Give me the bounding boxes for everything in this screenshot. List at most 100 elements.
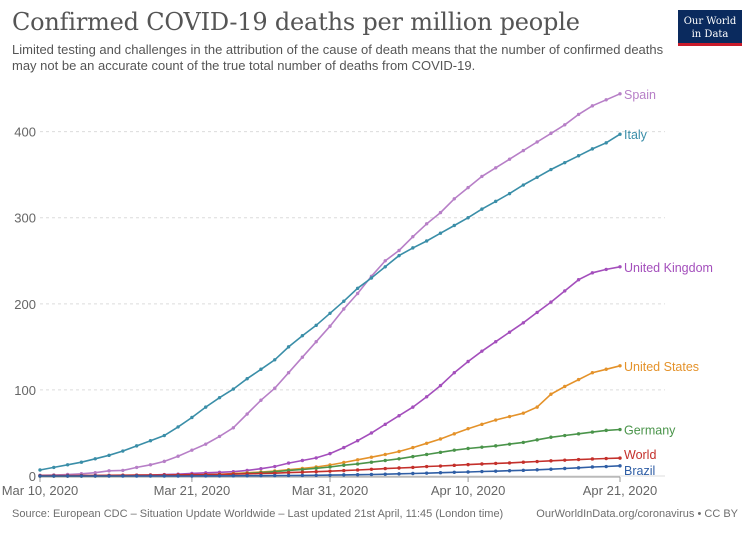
data-point	[618, 464, 622, 468]
data-point	[604, 98, 608, 102]
data-point	[438, 437, 443, 441]
data-point	[107, 474, 111, 478]
data-point	[424, 239, 429, 243]
data-point	[300, 458, 305, 463]
data-point	[369, 455, 374, 459]
data-point	[231, 387, 236, 391]
source-note: Source: European CDC – Situation Update …	[12, 508, 504, 520]
data-point	[286, 470, 291, 475]
data-point	[494, 199, 498, 204]
data-point	[521, 460, 526, 464]
data-point	[286, 345, 291, 349]
y-tick-label: 300	[14, 211, 36, 226]
data-point	[121, 449, 125, 453]
data-point	[328, 465, 332, 469]
data-point	[618, 265, 622, 269]
credit-link[interactable]: OurWorldInData.org/coronavirus • CC BY	[536, 508, 738, 520]
data-point	[424, 464, 429, 469]
data-point	[452, 463, 456, 468]
data-point	[438, 450, 443, 455]
data-point	[466, 470, 470, 474]
data-point	[604, 367, 608, 371]
data-point	[576, 154, 581, 158]
data-point	[549, 167, 553, 172]
data-point	[273, 473, 277, 478]
data-point	[452, 470, 456, 474]
data-point	[576, 278, 581, 282]
data-point	[355, 458, 360, 462]
data-point	[204, 405, 208, 409]
data-point	[438, 231, 443, 235]
data-point	[300, 467, 305, 472]
data-point	[618, 456, 622, 460]
data-point	[618, 364, 622, 368]
data-point	[466, 185, 470, 190]
data-point	[383, 259, 387, 263]
data-point	[245, 412, 249, 416]
data-point	[576, 432, 581, 436]
data-point	[397, 248, 401, 253]
series-line-united-kingdom	[40, 266, 621, 477]
data-point	[466, 359, 470, 364]
data-point	[480, 462, 484, 466]
data-point	[480, 422, 484, 427]
series-line-italy	[39, 133, 621, 471]
series-label: Brazil	[624, 464, 655, 478]
data-point	[507, 442, 512, 446]
data-point	[245, 468, 249, 473]
data-point	[162, 459, 166, 464]
data-point	[355, 468, 360, 472]
data-point	[411, 445, 415, 450]
data-point	[424, 222, 429, 226]
logo-line-1: Our World	[683, 16, 737, 27]
data-point	[342, 445, 346, 450]
data-point	[438, 464, 443, 468]
data-point	[411, 454, 415, 459]
data-point	[521, 468, 526, 473]
data-point	[549, 131, 553, 136]
data-point	[618, 427, 622, 432]
data-point	[273, 471, 277, 475]
data-point	[314, 469, 318, 474]
data-point	[466, 462, 470, 467]
data-point	[121, 468, 125, 473]
data-point	[383, 452, 387, 457]
data-point	[563, 433, 567, 438]
data-point	[65, 474, 70, 478]
data-point	[507, 191, 512, 196]
x-tick-label: Mar 31, 2020	[292, 483, 369, 498]
data-point	[231, 474, 236, 478]
data-point	[549, 435, 553, 439]
data-point	[300, 333, 305, 338]
data-point	[521, 440, 526, 445]
data-point	[190, 448, 194, 452]
data-point	[452, 448, 456, 452]
data-point	[328, 473, 332, 477]
data-point	[328, 469, 332, 473]
data-point	[424, 471, 429, 475]
y-tick-label: 100	[14, 383, 36, 398]
data-point	[342, 463, 346, 467]
data-point	[438, 383, 443, 388]
y-tick-label: 0	[29, 469, 36, 484]
data-point	[93, 471, 97, 475]
data-point	[549, 459, 553, 463]
data-point	[314, 466, 318, 470]
data-point	[563, 458, 567, 462]
data-point	[618, 92, 622, 96]
series-label: Germany	[624, 424, 676, 438]
data-point	[563, 289, 567, 293]
data-point	[148, 474, 153, 478]
logo-line-2: in Data	[691, 29, 729, 40]
data-point	[342, 460, 346, 465]
series-label: United States	[624, 360, 699, 374]
data-point	[494, 166, 498, 170]
data-point	[590, 370, 595, 375]
data-point	[369, 460, 374, 464]
owid-logo[interactable]: Our World in Data	[678, 10, 742, 46]
data-point	[314, 456, 318, 460]
data-point	[397, 457, 401, 461]
data-point	[355, 291, 360, 296]
y-tick-label: 400	[14, 125, 36, 140]
